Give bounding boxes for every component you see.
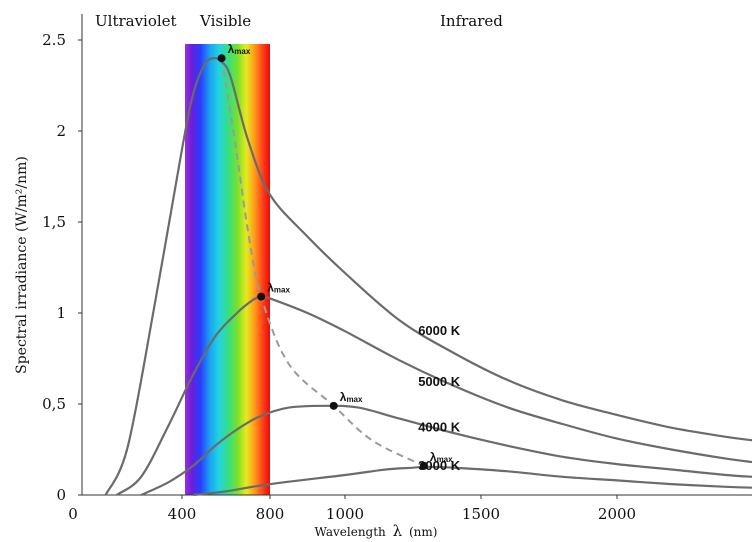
lambda-max-subscript: max bbox=[346, 395, 363, 404]
series-label: 4000 K bbox=[418, 420, 461, 435]
x-tick-label: 1000 bbox=[326, 505, 364, 523]
x-axis-label-prefix: Wavelength bbox=[315, 525, 386, 539]
lambda-max-symbol: λ bbox=[267, 281, 274, 295]
lambda-max-symbol: λ bbox=[340, 390, 347, 404]
region-labels: Ultraviolet Visible Infrared bbox=[95, 12, 503, 30]
lambda-max-label: λmax bbox=[228, 42, 251, 56]
curve-3000-k bbox=[192, 465, 752, 497]
lambda-max-symbol: λ bbox=[228, 42, 235, 56]
x-tick-labels: 0 400 800 1000 1500 2000 bbox=[68, 495, 636, 523]
x-tick-label: 800 bbox=[256, 505, 285, 523]
x-tick-label: 2000 bbox=[598, 505, 636, 523]
curve-6000-k bbox=[104, 56, 752, 496]
series-label: 5000 K bbox=[418, 374, 461, 389]
series-label: 3000 K bbox=[418, 458, 461, 473]
region-label: Infrared bbox=[440, 12, 503, 30]
lambda-max-label: λmax bbox=[267, 281, 290, 295]
y-tick-label: 0 bbox=[56, 486, 66, 504]
x-tick-label: 0 bbox=[68, 505, 78, 523]
peak-locus-dashed-line bbox=[220, 58, 425, 467]
peak-marker bbox=[329, 401, 338, 410]
y-axis-label: Spectral irradiance (W/m²/nm) bbox=[14, 156, 30, 374]
region-label: Visible bbox=[199, 12, 251, 30]
y-tick-label: 2 bbox=[56, 122, 66, 140]
x-tick-label: 400 bbox=[168, 505, 197, 523]
peak-marker bbox=[257, 292, 266, 301]
x-tick-label: 1500 bbox=[462, 505, 500, 523]
lambda-max-label: λmax bbox=[340, 390, 363, 404]
y-tick-label: 1 bbox=[56, 304, 66, 322]
x-axis-label: Wavelength λ (nm) bbox=[315, 522, 438, 540]
lambda-max-subscript: max bbox=[274, 286, 291, 295]
y-tick-label: 0,5 bbox=[42, 395, 66, 413]
lambda-max-label: λmax bbox=[430, 450, 453, 464]
peak-marker bbox=[419, 461, 428, 470]
curve-4000-k bbox=[140, 404, 752, 497]
peak-marker bbox=[217, 54, 226, 63]
lambda-max-subscript: max bbox=[437, 455, 454, 464]
y-tick-label: 2.5 bbox=[42, 31, 66, 49]
curve-5000-k bbox=[115, 295, 752, 496]
visible-spectrum-band bbox=[185, 44, 270, 495]
series-labels: 6000 K 5000 K 4000 K 3000 K bbox=[418, 323, 461, 473]
lambda-max-subscript: max bbox=[234, 47, 251, 56]
lambda-max-symbol: λ bbox=[430, 450, 437, 464]
region-label: Ultraviolet bbox=[95, 12, 177, 30]
y-tick-labels: 0 0,5 1 1,5 2 2.5 bbox=[42, 31, 82, 504]
x-axis-label-unit: (nm) bbox=[409, 525, 437, 539]
y-tick-label: 1,5 bbox=[42, 213, 66, 231]
series-label: 6000 K bbox=[418, 323, 461, 338]
curves bbox=[104, 56, 752, 497]
x-axis-label-symbol: λ bbox=[393, 522, 403, 540]
